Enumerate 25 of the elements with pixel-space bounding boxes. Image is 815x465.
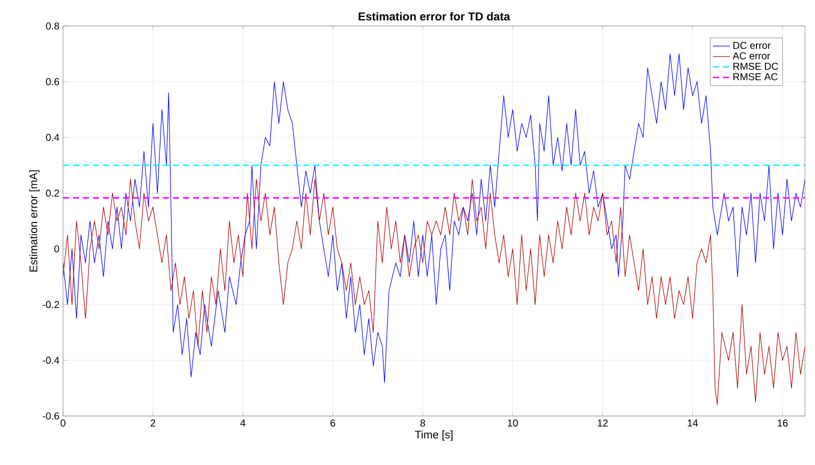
y-tick-label: -0.6 xyxy=(42,412,60,420)
x-tick-label: 0 xyxy=(60,420,66,427)
y-axis-title: Estimation error [mA] xyxy=(29,170,40,272)
x-tick-label: 10 xyxy=(508,420,518,427)
legend-label: DC error xyxy=(733,42,771,49)
x-tick-label: 4 xyxy=(240,420,246,426)
legend-label: RMSE AC xyxy=(733,73,778,80)
x-tick-label: 12 xyxy=(598,420,608,426)
y-tick-label: 0.4 xyxy=(46,134,60,141)
chart-title: Estimation error for TD data xyxy=(358,12,510,20)
legend-label: RMSE DC xyxy=(733,62,778,70)
x-tick-label: 16 xyxy=(778,420,788,427)
x-tick-label: 6 xyxy=(330,420,336,427)
y-tick-label: 0.8 xyxy=(46,22,60,30)
x-tick-label: 14 xyxy=(688,420,698,426)
y-tick-label: -0.4 xyxy=(42,356,60,364)
y-tick-label: -0.2 xyxy=(42,301,59,308)
line-series xyxy=(63,178,806,406)
legend-label: AC error xyxy=(732,52,770,60)
x-tick-label: 8 xyxy=(420,420,426,427)
y-tick-label: 0 xyxy=(54,245,60,252)
y-tick-label: 0.6 xyxy=(46,78,60,86)
x-axis-title: Time [s] xyxy=(414,430,452,441)
y-tick-label: 0.2 xyxy=(46,190,59,197)
x-tick-label: 2 xyxy=(150,420,156,426)
